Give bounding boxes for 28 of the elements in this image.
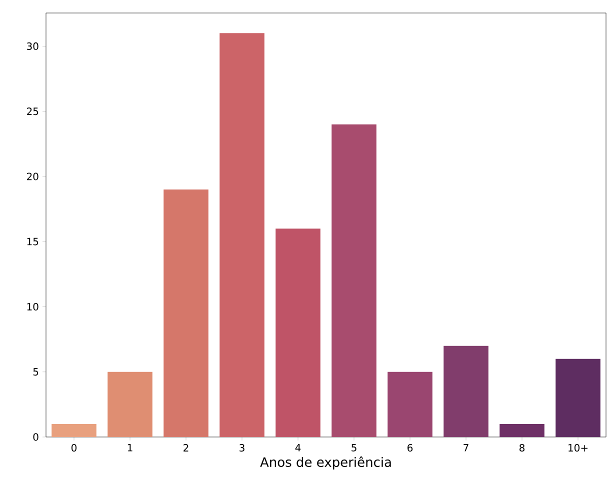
x-tick-label: 1	[128, 444, 132, 452]
x-tick-label: 0	[71, 444, 77, 452]
y-tick-label: 15	[27, 238, 38, 246]
bar	[276, 228, 320, 437]
x-tick-label: 10+	[568, 444, 588, 452]
bar	[164, 190, 208, 437]
y-tick-label: 25	[26, 108, 38, 116]
x-tick-label: 8	[520, 444, 524, 452]
x-tick-label: 7	[464, 444, 468, 452]
bar	[556, 358, 600, 437]
y-tick-label: 0	[33, 433, 38, 441]
y-tick-label: 5	[33, 368, 38, 376]
y-tick-label: 30	[27, 42, 38, 50]
bar	[220, 33, 264, 437]
x-tick-label: 6	[408, 444, 413, 452]
x-axis-title: Anos de experiência	[260, 456, 391, 470]
bar	[332, 124, 376, 437]
x-tick-label: 5	[352, 444, 356, 452]
bar	[108, 372, 152, 437]
x-tick-label: 4	[295, 444, 301, 452]
y-tick-label: 10	[27, 302, 38, 311]
x-tick-label: 2	[184, 444, 188, 452]
bar	[500, 424, 544, 437]
y-tick-label: 20	[26, 172, 38, 180]
x-tick-label: 3	[240, 444, 244, 452]
bar	[52, 424, 96, 437]
bar	[444, 346, 488, 437]
bar	[388, 372, 432, 437]
